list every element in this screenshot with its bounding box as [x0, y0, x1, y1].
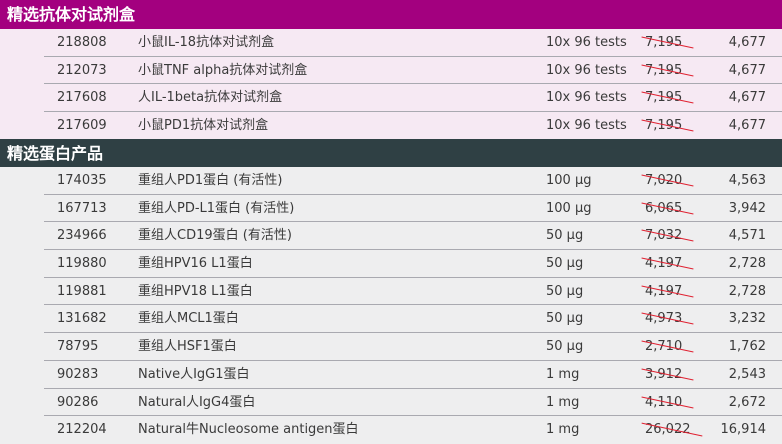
- quantity: 1 mg: [546, 394, 580, 410]
- table-row: 167713 重组人PD-L1蛋白 (有活性) 100 µg 6,065 3,942: [0, 195, 782, 223]
- original-price: 4,197: [645, 250, 682, 277]
- sale-price: 3,942: [728, 200, 766, 216]
- quantity: 10x 96 tests: [546, 62, 627, 78]
- product-code: 90283: [57, 366, 99, 382]
- table-row: 131682 重组人MCL1蛋白 50 µg 4,973 3,232: [0, 305, 782, 333]
- table-row: 119881 重组HPV18 L1蛋白 50 µg 4,197 2,728: [0, 278, 782, 306]
- table-row: 174035 重组人PD1蛋白 (有活性) 100 µg 7,020 4,563: [0, 167, 782, 195]
- product-code: 212204: [57, 422, 107, 438]
- original-price: 26,022: [645, 416, 691, 443]
- product-code: 212073: [57, 62, 107, 78]
- section-header: 精选抗体对试剂盒: [0, 0, 782, 29]
- product-code: 218808: [57, 35, 107, 50]
- sale-price: 2,543: [728, 366, 766, 382]
- product-code: 119880: [57, 256, 107, 272]
- quantity: 50 µg: [546, 311, 584, 327]
- product-code: 217608: [57, 90, 107, 105]
- sale-price: 1,762: [728, 339, 766, 355]
- sale-price: 4,677: [728, 90, 766, 105]
- product-name: 重组人CD19蛋白 (有活性): [138, 228, 292, 244]
- table-row: 217608 人IL-1beta抗体对试剂盒 10x 96 tests 7,195 4,…: [0, 84, 782, 112]
- sale-price: 4,571: [728, 228, 766, 244]
- table-row: 78795 重组人HSF1蛋白 50 µg 2,710 1,762: [0, 333, 782, 361]
- original-price: 7,020: [645, 167, 682, 194]
- quantity: 10x 96 tests: [546, 90, 627, 105]
- original-price: 7,032: [645, 222, 682, 249]
- sale-price: 2,728: [728, 256, 766, 272]
- section-body: 174035 重组人PD1蛋白 (有活性) 100 µg 7,020 4,563 1677…: [0, 167, 782, 444]
- original-price: 4,973: [645, 305, 682, 332]
- original-price: 3,912: [645, 361, 682, 388]
- original-price: 2,710: [645, 333, 682, 360]
- quantity: 100 µg: [546, 200, 592, 216]
- product-name: Natural牛Nucleosome antigen蛋白: [138, 422, 359, 438]
- product-name: 小鼠TNF alpha抗体对试剂盒: [138, 62, 308, 78]
- product-code: 174035: [57, 173, 107, 188]
- original-price: 7,195: [645, 112, 682, 139]
- product-code: 90286: [57, 394, 99, 410]
- product-code: 119881: [57, 283, 107, 299]
- quantity: 50 µg: [546, 256, 584, 272]
- product-code: 167713: [57, 200, 107, 216]
- sale-price: 4,677: [728, 117, 766, 133]
- quantity: 1 mg: [546, 366, 580, 382]
- product-code: 234966: [57, 228, 107, 244]
- table-row: 119880 重组HPV16 L1蛋白 50 µg 4,197 2,728: [0, 250, 782, 278]
- product-name: Native人IgG1蛋白: [138, 366, 250, 382]
- product-name: 重组人MCL1蛋白: [138, 311, 239, 327]
- sale-price: 3,232: [728, 311, 766, 327]
- quantity: 50 µg: [546, 339, 584, 355]
- sale-price: 4,563: [728, 173, 766, 188]
- table-row: 212204 Natural牛Nucleosome antigen蛋白 1 mg 26…: [0, 416, 782, 444]
- quantity: 50 µg: [546, 228, 584, 244]
- sale-price: 16,914: [720, 422, 767, 438]
- original-price: 4,110: [645, 389, 682, 416]
- product-name: Natural人IgG4蛋白: [138, 394, 256, 410]
- product-name: 重组人PD1蛋白 (有活性): [138, 173, 283, 188]
- original-price: 6,065: [645, 195, 682, 222]
- sale-price: 4,677: [728, 62, 766, 78]
- product-name: 小鼠PD1抗体对试剂盒: [138, 117, 269, 133]
- product-code: 217609: [57, 117, 107, 133]
- original-price: 4,197: [645, 278, 682, 305]
- table-row: 234966 重组人CD19蛋白 (有活性) 50 µg 7,032 4,571: [0, 222, 782, 250]
- sale-price: 4,677: [728, 35, 766, 50]
- sale-price: 2,672: [728, 394, 766, 410]
- quantity: 1 mg: [546, 422, 580, 438]
- original-price: 7,195: [645, 57, 682, 84]
- section-header: 精选蛋白产品: [0, 139, 782, 167]
- table-row: 90283 Native人IgG1蛋白 1 mg 3,912 2,543: [0, 361, 782, 389]
- product-code: 131682: [57, 311, 107, 327]
- table-row: 212073 小鼠TNF alpha抗体对试剂盒 10x 96 tests 7,195…: [0, 57, 782, 85]
- table-row: 90286 Natural人IgG4蛋白 1 mg 4,110 2,672: [0, 389, 782, 417]
- quantity: 50 µg: [546, 283, 584, 299]
- product-name: 重组HPV18 L1蛋白: [138, 283, 253, 299]
- product-name: 重组HPV16 L1蛋白: [138, 256, 253, 272]
- quantity: 100 µg: [546, 173, 592, 188]
- quantity: 10x 96 tests: [546, 117, 627, 133]
- section-body: 218808 小鼠IL-18抗体对试剂盒 10x 96 tests 7,195 4,67…: [0, 29, 782, 139]
- product-name: 重组人PD-L1蛋白 (有活性): [138, 200, 295, 216]
- product-name: 重组人HSF1蛋白: [138, 339, 237, 355]
- original-price: 7,195: [645, 29, 682, 56]
- quantity: 10x 96 tests: [546, 35, 627, 50]
- product-name: 小鼠IL-18抗体对试剂盒: [138, 35, 275, 50]
- sale-price: 2,728: [728, 283, 766, 299]
- product-name: 人IL-1beta抗体对试剂盒: [138, 90, 283, 105]
- table-row: 218808 小鼠IL-18抗体对试剂盒 10x 96 tests 7,195 4,67…: [0, 29, 782, 57]
- table-row: 217609 小鼠PD1抗体对试剂盒 10x 96 tests 7,195 4,677: [0, 112, 782, 140]
- product-code: 78795: [57, 339, 99, 355]
- original-price: 7,195: [645, 84, 682, 111]
